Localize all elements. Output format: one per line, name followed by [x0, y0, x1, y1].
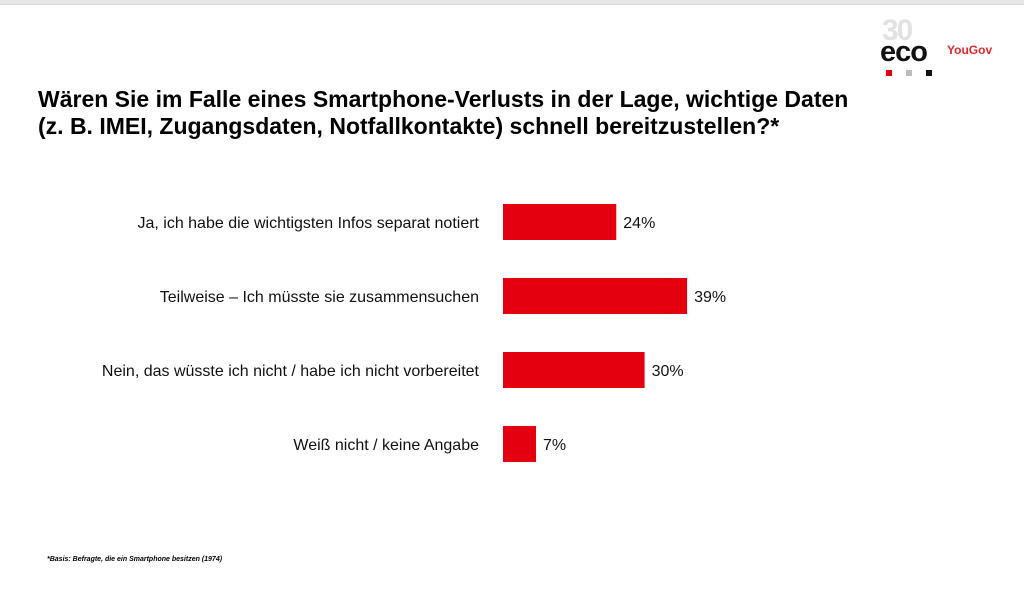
bar — [503, 278, 688, 314]
bar — [503, 204, 617, 240]
footnote: *Basis: Befragte, die ein Smartphone bes… — [47, 556, 223, 563]
logo-dot-red — [886, 70, 892, 76]
value-label: 39% — [694, 289, 726, 306]
logo-dot-black — [926, 70, 932, 76]
chart-title: Wären Sie im Falle eines Smartphone-Verl… — [38, 86, 998, 140]
bar — [503, 352, 645, 388]
yougov-logo: YouGov — [947, 43, 993, 57]
category-label: Ja, ich habe die wichtigsten Infos separ… — [137, 215, 479, 232]
category-label: Weiß nicht / keine Angabe — [293, 437, 479, 454]
chart-title-line-1: Wären Sie im Falle eines Smartphone-Verl… — [38, 86, 849, 112]
logo-dot-grey — [906, 70, 912, 76]
top-divider — [0, 0, 1024, 5]
value-label: 24% — [623, 215, 655, 232]
bar — [503, 426, 537, 462]
value-label: 7% — [543, 437, 566, 454]
chart-title-line-2: (z. B. IMEI, Zugangsdaten, Notfallkontak… — [38, 113, 780, 139]
logo-dots — [886, 70, 932, 76]
value-label: 30% — [652, 363, 684, 380]
category-label: Nein, das wüsste ich nicht / habe ich ni… — [102, 363, 480, 380]
eco-30-logo: 30 eco — [878, 14, 938, 78]
category-label: Teilweise – Ich müsste sie zusammensuche… — [160, 289, 479, 306]
logo-30-number: 30 — [882, 14, 913, 47]
logo-eco-name: eco — [880, 36, 928, 68]
